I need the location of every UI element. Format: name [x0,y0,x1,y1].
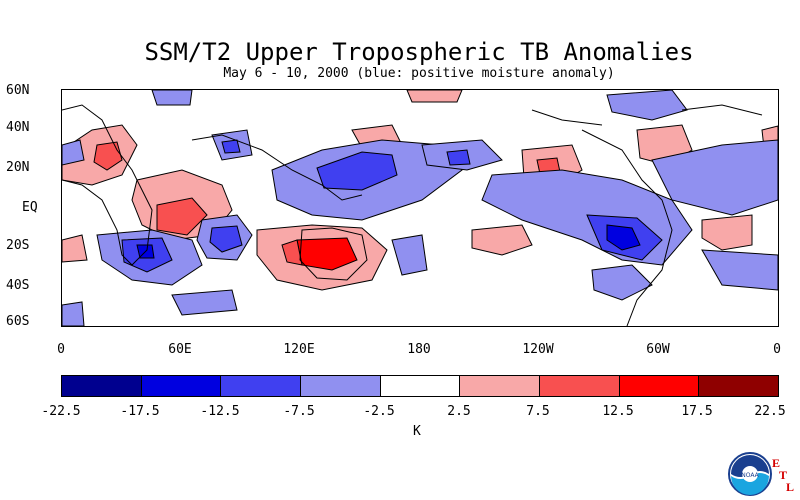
colorbar-segment [699,376,779,396]
colorbar-segment [301,376,381,396]
cool-region [221,139,241,154]
warm-region [281,239,303,266]
cool-region [606,90,688,121]
coastline [681,104,763,116]
warm-region [156,197,208,236]
lat-label: EQ [22,200,38,215]
cool-region [701,249,778,291]
cool-anomalies [62,90,778,326]
cool-region [209,225,243,253]
colorbar-label: -17.5 [120,404,160,419]
cool-region [171,289,238,316]
colorbar-label: -2.5 [363,404,395,419]
lon-label: 120E [283,342,315,357]
etl-letter: T [779,468,788,482]
cool-region [62,301,85,326]
cool-region [651,139,778,216]
lat-label: 40S [6,278,30,293]
lon-label: 0 [57,342,65,357]
coastlines [62,104,763,326]
colorbar-label: 17.5 [681,404,713,419]
coastline [191,134,363,201]
etl-letter: L [786,480,795,494]
lon-label: 60E [168,342,192,357]
cool-region [151,90,193,106]
cool-region [316,151,398,191]
colorbar-label: -22.5 [41,404,81,419]
map-title: SSM/T2 Upper Tropospheric TB Anomalies [144,38,694,66]
lon-label: 60W [646,342,670,357]
warm-anomalies [62,90,778,291]
colorbar [61,375,779,397]
colorbar-segment [460,376,541,396]
lon-label: 180 [407,342,431,357]
colorbar-segment [141,376,222,396]
map-subtitle: May 6 - 10, 2000 (blue: positive moistur… [223,66,615,81]
lat-label: 60N [6,83,30,98]
colorbar-label: 7.5 [526,404,550,419]
warm-region [471,224,533,256]
logo-text: NOAA [741,472,759,479]
cool-region [391,234,428,276]
colorbar-segment [62,376,142,396]
cool-region [62,139,85,166]
anomaly-map-svg [62,90,778,326]
colorbar-label: 12.5 [602,404,634,419]
lat-label: 20N [6,160,30,175]
cool-region [446,149,471,166]
warm-region [62,234,88,263]
colorbar-unit: K [413,424,421,439]
lon-label: 120W [522,342,554,357]
lon-label: 0 [773,342,781,357]
colorbar-label: 22.5 [754,404,786,419]
lat-label: 60S [6,314,30,329]
etl-letter: E [772,456,781,470]
colorbar-label: 2.5 [447,404,471,419]
cool-region [591,264,653,301]
noaa-logo: NOAA [728,452,772,496]
colorbar-segment [221,376,302,396]
coastline [531,109,603,126]
colorbar-label: -7.5 [283,404,315,419]
colorbar-segment [540,376,620,396]
coastline [581,129,673,326]
warm-region [701,214,753,251]
warm-region [406,90,463,103]
lat-label: 20S [6,238,30,253]
lat-label: 40N [6,120,30,135]
coastline [299,227,368,281]
colorbar-segment [380,376,461,396]
coastline [62,104,153,266]
colorbar-segment [619,376,700,396]
anomaly-map [61,89,779,327]
cool-region [606,224,641,251]
colorbar-label: -12.5 [200,404,240,419]
